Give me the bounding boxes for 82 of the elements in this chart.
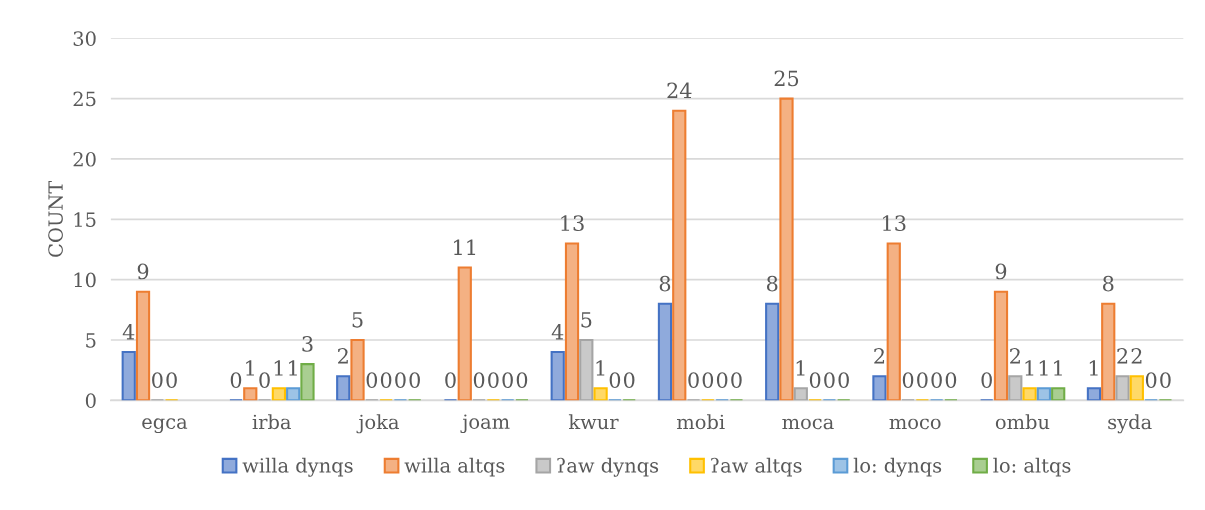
data-label: 24 <box>667 82 692 98</box>
y-tick-label: 0 <box>85 393 96 409</box>
data-label: 2 <box>874 348 885 364</box>
data-label: 0 <box>473 372 485 388</box>
data-label: 1 <box>596 360 605 376</box>
data-label: 0 <box>931 372 942 388</box>
data-label: 0 <box>731 372 742 388</box>
y-tick-label: 30 <box>73 31 96 46</box>
data-label: 0 <box>981 372 992 388</box>
data-label: 1 <box>289 360 297 376</box>
data-label: 0 <box>166 372 177 388</box>
data-label: 2 <box>338 348 348 364</box>
data-label: 2 <box>1131 348 1142 364</box>
x-tick-label: kwur <box>568 414 619 430</box>
legend-label: lo: dynqs <box>853 457 942 477</box>
data-label: 0 <box>688 372 699 388</box>
x-tick-label: syda <box>1108 414 1152 434</box>
data-label: 0 <box>902 372 914 388</box>
y-tick-label: 10 <box>74 272 96 288</box>
data-label: 4 <box>551 323 564 340</box>
legend-label: willa dynqs <box>242 457 353 477</box>
data-label: 0 <box>502 372 513 388</box>
data-label: 5 <box>352 312 363 328</box>
data-label: 13 <box>561 215 584 232</box>
x-tick-label: moco <box>889 418 941 430</box>
data-label: 1 <box>1089 360 1098 376</box>
data-label: 0 <box>409 372 420 388</box>
data-label: 9 <box>995 263 1007 280</box>
data-label: 0 <box>824 372 835 388</box>
y-tick-label: 20 <box>73 151 96 167</box>
data-label: 0 <box>230 372 242 388</box>
data-label: 13 <box>883 215 906 232</box>
data-label: 0 <box>945 372 957 388</box>
data-label: 4 <box>122 323 135 340</box>
data-label: 2 <box>1010 348 1020 364</box>
x-tick-label: joka <box>356 414 399 434</box>
data-label: 0 <box>1145 372 1157 388</box>
data-label: 2 <box>1117 348 1128 364</box>
y-tick-label: 15 <box>74 212 96 227</box>
x-tick-label: egca <box>142 418 188 434</box>
y-tick-label: 25 <box>73 91 96 107</box>
x-tick-label: irba <box>252 414 291 430</box>
data-label: 0 <box>917 372 928 388</box>
data-label: 1 <box>1054 360 1062 376</box>
data-label: 8 <box>1103 275 1114 292</box>
x-tick-label: mobi <box>677 414 725 430</box>
data-label: 1 <box>274 360 283 376</box>
legend-label: ʔaw dynqs <box>557 457 659 477</box>
data-label: 0 <box>366 372 378 388</box>
legend-label: willa altqs <box>404 457 505 477</box>
y-axis-title: COUNT <box>48 180 63 257</box>
x-tick-label: joam <box>460 414 510 434</box>
data-label: 0 <box>702 372 714 388</box>
data-label: 0 <box>380 372 392 388</box>
data-label: 1 <box>1025 360 1034 376</box>
data-label: 0 <box>716 372 728 388</box>
data-label: 3 <box>302 336 313 352</box>
data-label: 0 <box>809 372 821 388</box>
data-label: 0 <box>1160 372 1171 388</box>
data-label: 0 <box>445 372 456 388</box>
data-label: 5 <box>581 312 592 328</box>
data-label: 0 <box>623 372 635 388</box>
data-label: 0 <box>488 372 499 388</box>
data-label: 0 <box>609 372 621 388</box>
x-tick-label: moca <box>782 418 834 430</box>
data-label: 0 <box>516 372 528 388</box>
data-label: 8 <box>659 275 671 292</box>
data-label: 25 <box>774 70 799 87</box>
data-label: 8 <box>766 275 778 292</box>
y-tick-label: 5 <box>86 333 96 348</box>
x-tick-label: ombu <box>995 414 1050 430</box>
data-label: 1 <box>796 360 805 376</box>
data-label: 11 <box>454 239 476 255</box>
data-label: 1 <box>1039 360 1048 376</box>
legend-label: ʔaw altqs <box>711 457 802 477</box>
data-label: 0 <box>395 372 406 388</box>
legend-label: lo: altqs <box>993 457 1071 477</box>
data-label: 1 <box>246 360 254 376</box>
data-label: 0 <box>838 372 849 388</box>
data-label: 0 <box>259 372 270 388</box>
data-label: 9 <box>137 263 149 280</box>
data-label: 0 <box>152 372 163 388</box>
